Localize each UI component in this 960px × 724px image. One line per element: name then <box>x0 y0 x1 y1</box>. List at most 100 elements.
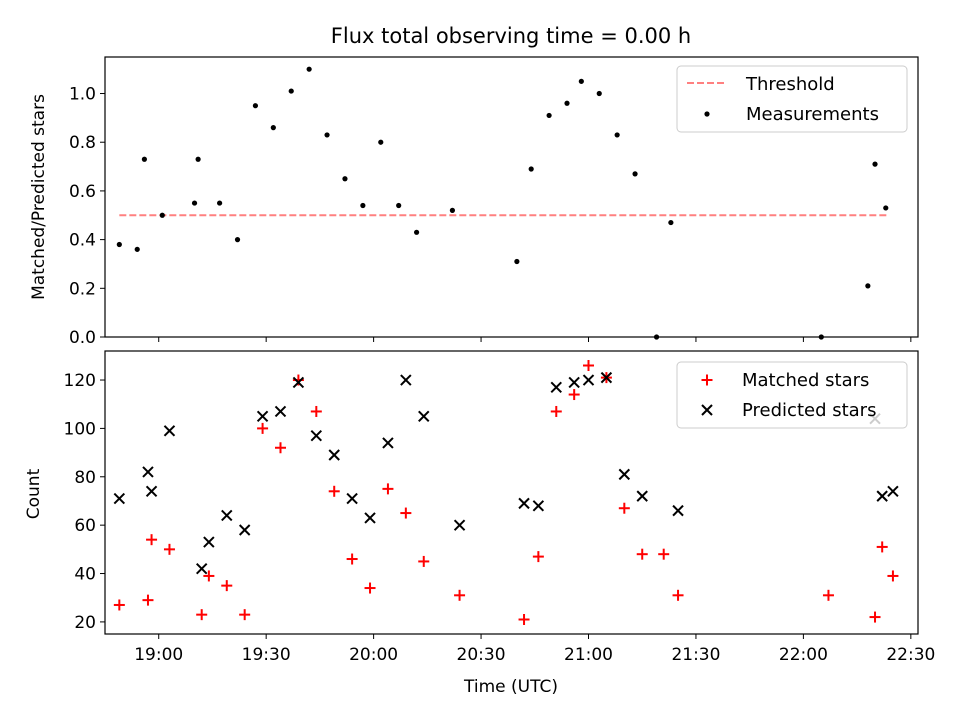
predicted-star-point-b <box>600 371 613 384</box>
x-tick-label: 19:30 <box>242 645 291 665</box>
measurement-point <box>865 283 871 289</box>
matched-star-point <box>876 541 888 553</box>
predicted-star-point-b <box>672 504 684 517</box>
predicted-star-point-b <box>203 536 215 548</box>
matched-star-point <box>146 534 158 546</box>
predicted-star-point-b <box>256 410 269 423</box>
predicted-star-point-b <box>636 490 648 502</box>
x-tick-label: 21:00 <box>564 645 613 665</box>
legend-predicted-label: Predicted stars <box>742 400 876 421</box>
matched-star-point <box>532 551 544 563</box>
matched-star-point <box>203 570 215 582</box>
measurement-point <box>614 132 620 138</box>
measurement-point <box>159 212 165 218</box>
bottom-y-tick-label: 40 <box>74 565 96 585</box>
predicted-star-point <box>195 562 208 575</box>
measurement-point <box>632 171 638 177</box>
predicted-star-point-b <box>346 492 358 505</box>
measurement-point <box>546 112 552 119</box>
predicted-star-point <box>113 492 126 505</box>
predicted-star-point <box>274 405 287 418</box>
bottom-plot-frame <box>104 350 919 635</box>
measurement-point <box>578 78 584 84</box>
top-y-tick-label: 0.4 <box>69 231 96 251</box>
predicted-star-point <box>382 437 394 449</box>
x-tick-label: 21:30 <box>671 645 720 665</box>
x-tick-label: 22:30 <box>886 645 935 665</box>
matched-star-point <box>618 502 630 514</box>
x-tick-label: 19:00 <box>134 645 183 665</box>
legend-measurements-label: Measurements <box>746 104 879 125</box>
measurement-point <box>217 200 223 206</box>
predicted-star-point <box>887 485 899 497</box>
predicted-star-point-b <box>550 381 562 393</box>
predicted-star-point-b <box>142 466 154 478</box>
measurement-point <box>818 334 824 340</box>
matched-star-point <box>382 483 394 495</box>
matched-star-point <box>418 555 430 567</box>
matched-star-point <box>364 582 376 594</box>
predicted-star-point-b <box>328 449 340 461</box>
bottom-y-tick-label: 120 <box>64 371 96 391</box>
predicted-star-point-b <box>518 497 530 510</box>
bottom-y-tick-label: 100 <box>64 419 96 439</box>
matched-star-point <box>454 589 466 601</box>
top-legend: Threshold Measurements <box>676 65 908 133</box>
measurement-point <box>596 90 602 97</box>
matched-star-point <box>822 589 834 601</box>
predicted-star-point <box>310 429 323 442</box>
measurement-point <box>378 139 384 145</box>
bottom-legend-frame <box>676 361 908 429</box>
predicted-star-point <box>400 374 412 386</box>
top-y-tick-label: 0.2 <box>69 279 96 299</box>
predicted-star-point-b <box>532 500 545 512</box>
matched-star-point <box>583 360 595 372</box>
predicted-star-point <box>163 425 176 437</box>
chart-title: Flux total observing time = 0.00 h <box>331 24 691 48</box>
legend-matched-label: Matched stars <box>742 370 869 391</box>
predicted-star-point <box>518 497 530 510</box>
measurement-point <box>324 132 330 138</box>
bottom-y-tick-label: 20 <box>74 613 96 633</box>
predicted-star-point-b <box>887 485 899 497</box>
matched-star-point <box>568 389 580 401</box>
measurement-point <box>449 207 456 213</box>
predicted-star-point-b <box>163 425 176 437</box>
measurement-point <box>252 103 259 109</box>
matched-star-point <box>328 485 340 497</box>
matched-star-point <box>274 442 286 454</box>
x-tick-label: 20:30 <box>457 645 506 665</box>
predicted-star-point-b <box>382 437 394 449</box>
predicted-star-point-b <box>113 492 126 505</box>
matched-star-point <box>142 594 154 606</box>
measurement-point <box>514 258 520 265</box>
legend-predicted-swatch <box>701 404 713 416</box>
matched-star-point <box>887 570 899 582</box>
legend-threshold-label: Threshold <box>745 74 835 95</box>
matched-star-point <box>221 580 233 592</box>
matched-star-point <box>346 553 358 565</box>
measurement-point <box>270 125 276 131</box>
matched-star-point <box>113 599 125 611</box>
matched-star-point <box>239 609 251 621</box>
measurement-point <box>306 66 312 72</box>
predicted-star-point-b <box>292 376 305 389</box>
predicted-star-point-b <box>195 562 208 575</box>
top-plot-frame <box>104 56 919 338</box>
x-tick-label: 22:00 <box>779 645 828 665</box>
matched-star-point <box>869 611 881 623</box>
predicted-star-point <box>618 468 631 481</box>
predicted-star-point <box>532 500 545 512</box>
matched-star-point <box>518 613 530 625</box>
predicted-star-point <box>672 504 684 517</box>
top-legend-frame <box>676 65 908 133</box>
bottom-y-tick-label: 60 <box>74 516 96 536</box>
measurement-point <box>883 205 889 211</box>
predicted-star-point <box>221 509 233 522</box>
measurement-point <box>134 246 140 252</box>
matched-star-point <box>310 405 322 417</box>
measurement-point <box>413 229 420 235</box>
top-y-axis-label: Matched/Predicted stars <box>29 94 49 300</box>
predicted-star-point <box>292 376 305 389</box>
top-y-tick-label: 0.0 <box>69 328 96 348</box>
